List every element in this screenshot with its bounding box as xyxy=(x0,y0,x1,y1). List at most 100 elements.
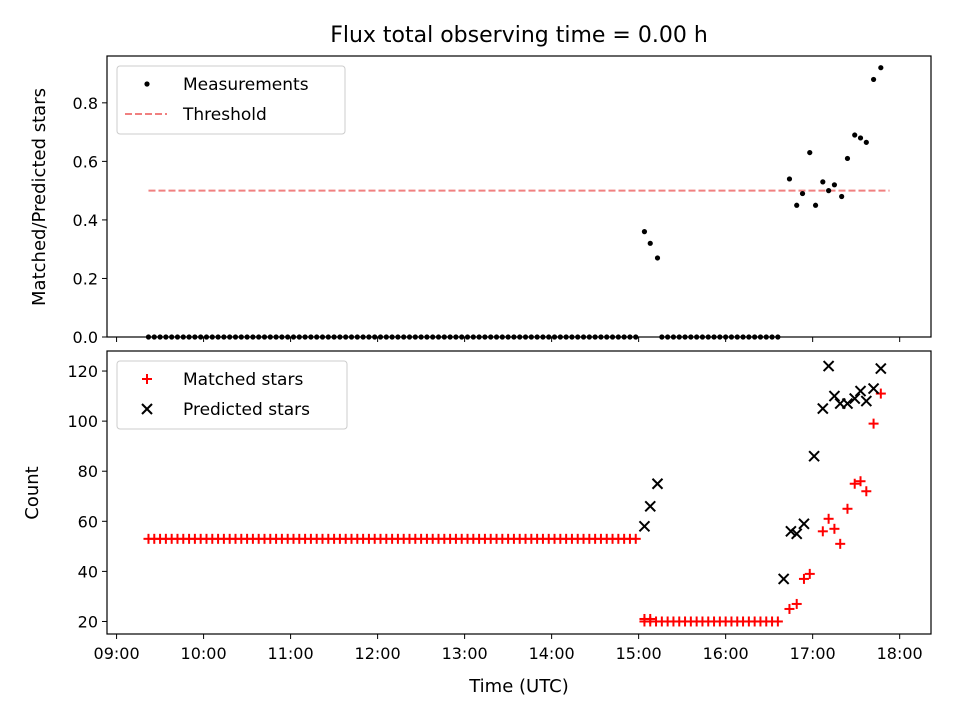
measurement-point xyxy=(752,334,758,340)
predicted-star-point xyxy=(817,402,829,415)
matched-star-point xyxy=(798,573,809,584)
legend-label: Matched stars xyxy=(183,370,303,390)
x-stroke-b xyxy=(817,402,829,415)
measurement-point xyxy=(221,334,227,340)
predicted-star-point xyxy=(638,520,651,533)
x-stroke-b xyxy=(777,573,790,585)
matched-star-point xyxy=(829,523,840,534)
measurement-point xyxy=(757,334,764,340)
measurement-point xyxy=(215,334,221,340)
predicted-star-point xyxy=(808,450,820,462)
measurement-point xyxy=(319,334,326,340)
measurement-point xyxy=(812,202,819,208)
measurement-point xyxy=(296,334,302,340)
matched-star-point xyxy=(835,538,846,549)
x-stroke-b xyxy=(791,528,803,540)
measurement-point xyxy=(528,334,534,340)
legend-label: Threshold xyxy=(182,105,267,125)
x-tick-label: 11:00 xyxy=(268,644,314,663)
measurement-point xyxy=(563,334,569,340)
measurement-point xyxy=(430,334,436,340)
measurement-point xyxy=(654,255,661,261)
measurement-point xyxy=(615,334,621,340)
bottom-panel: 20 40 60 80 100 120 09:00 10:00 11:00 12:00 13:00 1… xyxy=(67,350,932,663)
measurement-point xyxy=(863,139,869,145)
x-tick-label: 18:00 xyxy=(877,644,923,663)
legend: Matched stars Predicted stars xyxy=(116,360,348,430)
legend-predicted-marker-b xyxy=(141,403,153,415)
measurement-point xyxy=(665,334,671,340)
predicted-star-point xyxy=(822,360,835,372)
x-tick-label: 09:00 xyxy=(94,644,140,663)
measurement-point xyxy=(314,334,320,340)
measurement-point xyxy=(705,334,711,340)
measurement-point xyxy=(557,334,563,340)
measurement-point xyxy=(870,76,877,83)
measurement-point xyxy=(180,334,186,340)
measurement-point xyxy=(308,334,314,340)
x-stroke-b xyxy=(828,390,841,402)
measurement-point xyxy=(786,176,793,182)
measurement-point xyxy=(647,240,653,246)
measurement-point xyxy=(682,334,688,340)
predicted-star-point xyxy=(875,362,887,375)
predicted-star-point xyxy=(841,397,854,410)
measurement-point xyxy=(285,334,291,340)
measurement-point xyxy=(256,334,262,340)
measurement-point xyxy=(406,334,413,340)
measurement-point xyxy=(186,334,192,340)
measurement-point xyxy=(209,334,215,340)
measurement-point xyxy=(586,334,592,340)
measurement-point xyxy=(267,334,273,340)
measurement-point xyxy=(633,334,639,340)
matched-star-point xyxy=(791,598,802,609)
measurement-point xyxy=(598,334,604,340)
measurement-point xyxy=(546,334,552,340)
x-axis-label: Time (UTC) xyxy=(468,676,569,697)
x-tick-label: 14:00 xyxy=(529,644,575,663)
measurement-point xyxy=(807,149,813,156)
x-tick-label: 16:00 xyxy=(703,644,749,663)
measurement-point xyxy=(435,334,442,340)
x-tick-label: 12:00 xyxy=(355,644,401,663)
x-tick-label: 15:00 xyxy=(616,644,662,663)
measurement-point xyxy=(441,334,447,340)
x-tick-label: 10:00 xyxy=(181,644,227,663)
measurement-point xyxy=(476,334,482,340)
matched-star-point xyxy=(784,603,795,614)
measurement-point xyxy=(763,334,769,340)
measurement-point xyxy=(723,334,729,340)
measurement-point xyxy=(290,334,297,340)
matched-star-point xyxy=(817,526,828,537)
measurement-point xyxy=(244,334,250,340)
measurement-point xyxy=(232,334,239,340)
measurement-point xyxy=(238,334,244,340)
measurement-point xyxy=(279,334,285,340)
measurement-point xyxy=(493,334,500,340)
measurement-point xyxy=(688,334,694,340)
measurement-point xyxy=(447,334,453,340)
predicted-star-point xyxy=(791,528,803,540)
measurement-point xyxy=(659,334,665,340)
y-tick-label: 0.4 xyxy=(73,211,98,230)
measurement-point xyxy=(857,135,864,141)
legend: Measurements Threshold xyxy=(116,65,346,135)
measurement-point xyxy=(227,334,233,340)
measurement-point xyxy=(775,334,781,340)
measurement-point xyxy=(580,334,587,340)
matched-star-point xyxy=(630,533,641,544)
measurement-point xyxy=(569,334,575,340)
predicted-star-point xyxy=(828,390,841,402)
matched-star-point xyxy=(868,418,879,429)
measurement-point xyxy=(676,334,682,340)
predicted-star-point xyxy=(777,573,790,585)
matched-star-point xyxy=(804,568,815,579)
x-stroke-b xyxy=(875,362,887,375)
measurement-point xyxy=(878,65,884,71)
measurement-point xyxy=(769,334,775,340)
predicted-star-point xyxy=(860,395,873,407)
y-tick-label: 0.6 xyxy=(73,152,98,171)
measurement-point xyxy=(203,334,210,340)
measurement-point xyxy=(331,334,337,340)
